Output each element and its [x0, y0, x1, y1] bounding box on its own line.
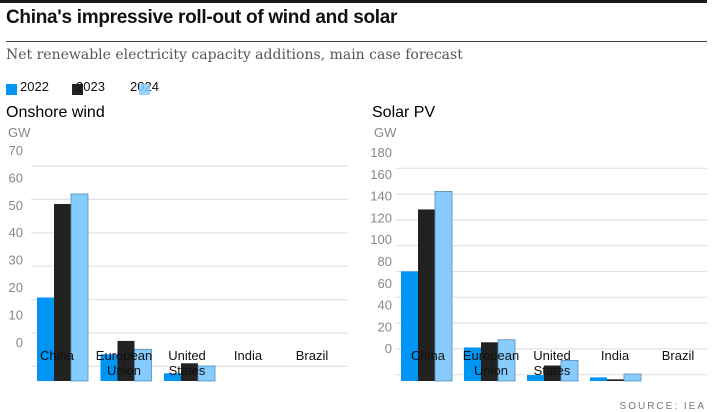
bar-2023-european-union	[481, 342, 498, 381]
category-label: United	[168, 348, 206, 363]
bar-2023-united-states	[544, 365, 561, 381]
bar-2024-china	[70, 193, 89, 382]
y-tick-label: 40	[378, 298, 392, 313]
legend-swatch-2023	[72, 84, 83, 95]
bar-2022-united-states	[164, 373, 181, 381]
y-tick-label: 40	[9, 225, 23, 240]
y-axis-unit: GW	[8, 125, 31, 140]
y-tick-label: 70	[9, 143, 23, 158]
y-tick-label: 100	[370, 232, 392, 247]
bar-2023-united-states	[181, 363, 198, 381]
y-tick-label: 10	[9, 307, 23, 322]
bar-2022-india	[590, 377, 607, 381]
title-divider	[6, 41, 707, 42]
bar-2024-china	[434, 190, 453, 382]
legend-label-2022: 2022	[20, 79, 49, 94]
y-tick-label: 0	[385, 341, 392, 356]
bar-2022-european-union	[464, 347, 481, 381]
y-tick-label: 30	[9, 253, 23, 268]
y-tick-label: 120	[370, 210, 392, 225]
bar-2023-india	[607, 379, 624, 381]
category-label: India	[234, 348, 263, 363]
category-label: Union	[107, 363, 141, 378]
legend-label-2023: 2023	[76, 79, 105, 94]
bar-2023-china	[418, 209, 435, 381]
bar-2024-united-states	[560, 359, 579, 382]
bar-2024-united-states	[197, 365, 216, 382]
category-label: United	[533, 348, 571, 363]
y-tick-label: 0	[16, 335, 23, 350]
y-tick-label: 50	[9, 198, 23, 213]
bar-2022-european-union	[100, 354, 118, 381]
category-label: States	[534, 363, 571, 378]
bar-2022-china	[401, 271, 418, 381]
y-tick-label: 20	[378, 319, 392, 334]
source-note: SOURCE: IEA	[619, 401, 706, 412]
bar-2024-european-union	[497, 339, 516, 382]
bar-2022-united-states	[527, 375, 544, 381]
y-tick-label: 180	[370, 145, 392, 160]
y-tick-label: 80	[378, 254, 392, 269]
category-label: States	[169, 363, 206, 378]
y-tick-label: 160	[370, 167, 392, 182]
bar-2024-european-union	[134, 348, 152, 382]
category-label: China	[411, 348, 446, 363]
panel-title: Solar PV	[372, 104, 435, 121]
bar-2022-china	[37, 297, 54, 381]
top-rule	[0, 0, 707, 3]
y-axis-unit: GW	[374, 125, 397, 140]
y-tick-label: 60	[378, 276, 392, 291]
category-label: India	[601, 348, 630, 363]
chart-title: China's impressive roll-out of wind and …	[6, 7, 398, 28]
category-label: European	[96, 348, 152, 363]
chart-subtitle: Net renewable electricity capacity addit…	[6, 47, 463, 63]
legend-swatch-2022	[6, 84, 17, 95]
legend-swatch-2024	[139, 84, 150, 95]
y-tick-label: 60	[9, 170, 23, 185]
bar-2023-european-union	[117, 340, 135, 381]
category-label: China	[40, 348, 75, 363]
category-label: Union	[474, 363, 508, 378]
bar-2023-china	[54, 203, 71, 381]
y-tick-label: 20	[9, 280, 23, 295]
y-tick-label: 140	[370, 189, 392, 204]
category-label: European	[463, 348, 519, 363]
bar-2024-india	[623, 373, 642, 382]
category-label: Brazil	[662, 348, 695, 363]
category-label: Brazil	[296, 348, 329, 363]
panel-title: Onshore wind	[6, 104, 105, 121]
